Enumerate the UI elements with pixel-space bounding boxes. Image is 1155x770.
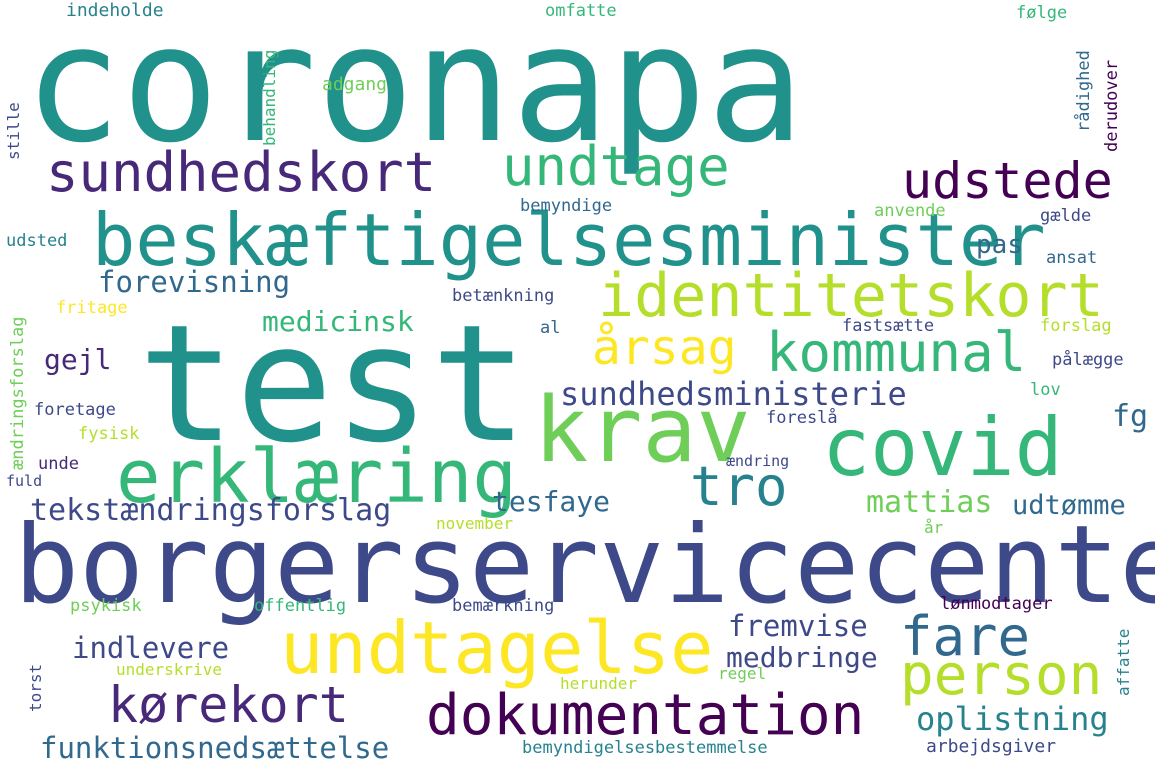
word-herunder: herunder [560,674,638,693]
word-fare: fare [900,605,1031,668]
word-derudover: derudover [1102,59,1122,152]
word-sundhedsministerie: sundhedsministerie [560,375,907,413]
word-forslag: forslag [1040,316,1112,336]
word-bemaerkning: bemærkning [452,596,555,616]
word-offentlig: offentlig [254,596,347,616]
word-lov: lov [1030,380,1061,400]
word-krav: krav [534,378,751,483]
word-behandling: behandling [260,49,279,146]
word-fysisk: fysisk [78,424,140,444]
word-al: al [540,318,561,338]
word-korekort: kørekort [108,676,349,734]
word-covid: covid [822,401,1063,494]
word-regel: regel [718,664,767,683]
word-erklaering: erklæring [116,434,517,520]
word-underskrive: underskrive [116,660,222,679]
word-torst: torst [26,663,45,712]
word-pas: pas [976,230,1023,260]
word-fremvise: fremvise [728,609,868,643]
word-affatte: affatte [1114,628,1133,696]
word-udsted: udsted [6,231,68,251]
word-fastsaette: fastsætte [842,316,935,336]
word-fritage: fritage [56,298,128,318]
word-palaegge: pålægge [1052,350,1124,370]
word-medbringe: medbringe [726,641,878,674]
word-foreslaa: foreslå [766,408,838,428]
word-beskaeftigelsesminister: beskæftigelsesminister [92,198,1046,282]
word-raadighed: rådighed [1074,50,1094,132]
word-psykisk: psykisk [70,596,142,616]
word-aarsag: årsag [592,320,737,376]
word-oplistning: oplistning [916,700,1109,738]
word-dokumentation: dokumentation [426,683,865,748]
word-udstede: udstede [902,152,1113,210]
word-fg: fg [1112,399,1149,434]
word-kommunal: kommunal [766,321,1027,384]
word-indeholde: indeholde [66,0,164,21]
word-betaenkning: betænkning [452,286,555,306]
word-udtomme: udtømme [1012,490,1126,521]
word-anvende: anvende [874,201,946,221]
word-tesfaye: tesfaye [492,485,611,518]
word-sundhedskort: sundhedskort [46,141,437,204]
word-indlevere: indlevere [72,631,230,665]
word-forevisning: forevisning [98,265,291,299]
word-person: person [900,643,1103,708]
word-arbejdsgiver: arbejdsgiver [926,736,1057,757]
word-foretage: foretage [34,400,116,420]
word-mattias: mattias [866,485,993,520]
word-borgerservicecenter: borgerservicecenter [14,503,1155,628]
word-test: test [138,291,529,479]
word-undtagelse: undtagelse [280,606,714,690]
word-unde: unde [38,454,79,474]
word-funktionsnedsaettelse: funktionsnedsættelse [40,731,390,765]
word-folge: følge [1016,3,1068,23]
word-identitetskort: identitetskort [598,261,1104,331]
word-coronapa: coronapa [24,0,805,179]
word-tekstaendringsforslag: tekstændringsforslag [30,493,392,528]
word-undtage: undtage [502,135,730,198]
word-aendring: ændring [726,452,790,470]
word-november: november [436,514,514,533]
word-tro: tro [690,455,788,518]
word-ansat: ansat [1046,248,1098,268]
word-aendringsforslag: ændringsforslag [8,316,28,470]
word-bemyndigelsesbestemmelse: bemyndigelsesbestemmelse [522,738,768,758]
word-omfatte: omfatte [545,1,617,21]
word-bemyndige: bemyndige [520,196,613,216]
word-medicinsk: medicinsk [262,305,414,338]
word-gaelde: gælde [1040,206,1092,226]
word-gejl: gejl [44,343,112,376]
word-stille: stille [4,102,23,160]
word-lonmodtager: lønmodtager [940,594,1053,614]
word-aar: år [924,518,944,537]
word-fuld: fuld [6,472,43,490]
word-adgang: adgang [322,74,388,95]
